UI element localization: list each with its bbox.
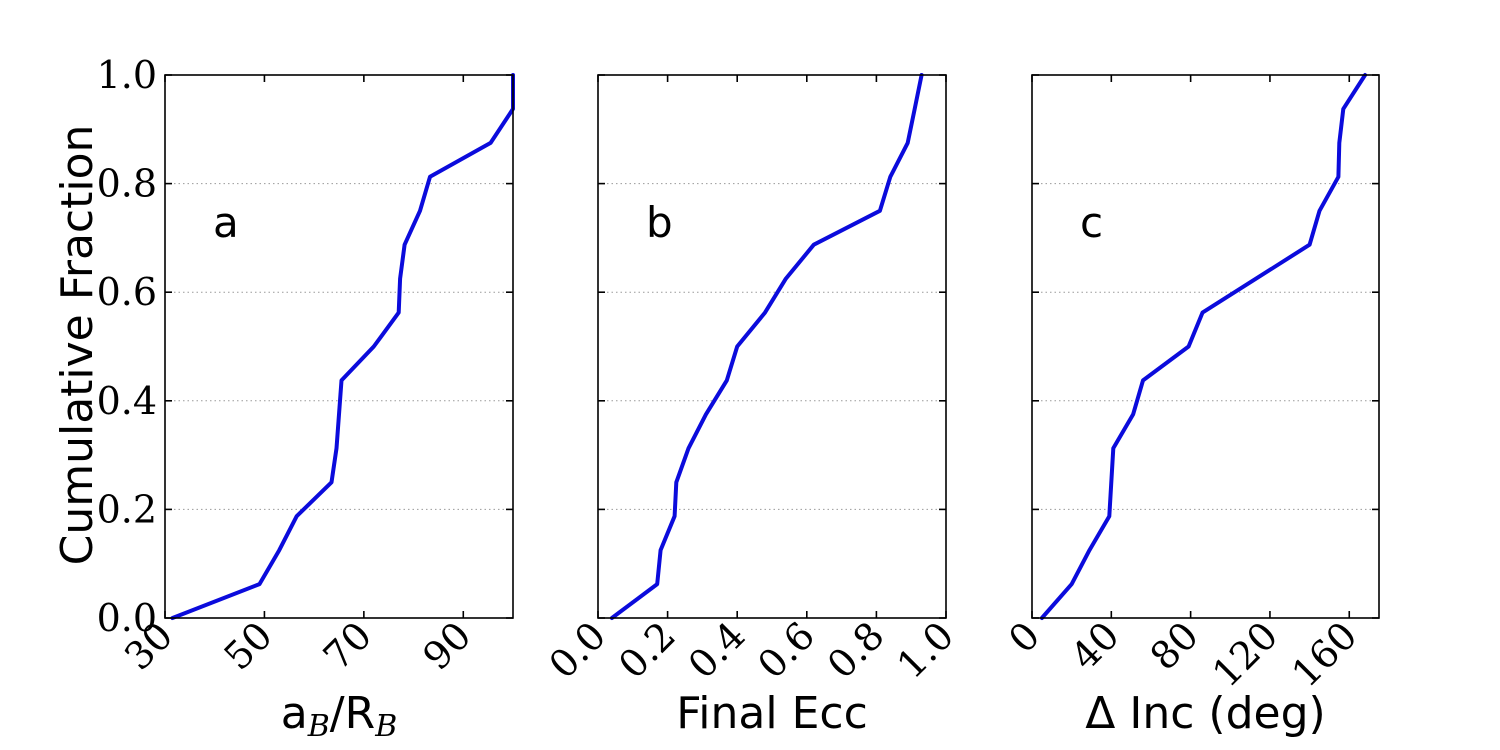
cdf-line-c <box>1039 73 1368 620</box>
cdf-line-a <box>170 73 515 620</box>
x-tick-label: 120 <box>1204 613 1286 695</box>
y-tick-label: 0.2 <box>97 487 157 531</box>
x-tick-label: 0.4 <box>680 613 754 687</box>
x-tick-label: 50 <box>215 613 280 678</box>
x-axis-title: Final Ecc <box>676 688 868 739</box>
x-tick-label: 0.2 <box>610 613 684 687</box>
cdf-line-b <box>609 73 924 620</box>
panel-b: 0.00.20.40.60.81.0 b Final Ecc <box>541 73 963 739</box>
x-tick-label: 40 <box>1062 613 1127 678</box>
y-tick-label: 1.0 <box>97 53 157 97</box>
x-tick-label: 0 <box>1000 613 1048 661</box>
y-tick-label: 0.8 <box>97 162 157 206</box>
x-tick-label: 160 <box>1283 613 1365 695</box>
x-tick-label: 0.6 <box>749 613 823 687</box>
x-tick-label: 0.8 <box>819 613 893 687</box>
axes-frame <box>1031 74 1380 619</box>
x-tick-label: 70 <box>315 613 380 678</box>
axes-frame <box>164 74 514 619</box>
panel-label: a <box>213 198 239 247</box>
axes-frame <box>597 74 947 619</box>
panel-label: b <box>646 198 673 247</box>
x-axis-title: aB/RB <box>281 688 397 744</box>
panels-group: 0.00.20.40.60.81.030 50 70 90aaB/RB0.00.20.… <box>97 53 1380 744</box>
x-tick-label: 0.0 <box>541 613 615 687</box>
y-axis-title: Cumulative Fraction <box>52 125 103 566</box>
y-tick-label: 0.0 <box>97 596 157 640</box>
y-tick-label: 0.6 <box>97 270 157 314</box>
x-tick-label: 90 <box>414 613 479 678</box>
x-tick-label: 1.0 <box>889 613 963 687</box>
panel-label: c <box>1080 198 1103 247</box>
x-axis-title: Δ Inc (deg) <box>1085 688 1325 739</box>
y-tick-label: 0.4 <box>97 379 157 423</box>
x-tick-label: 80 <box>1142 613 1207 678</box>
